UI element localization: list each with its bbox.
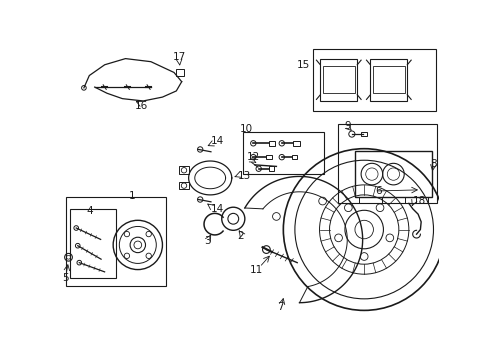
Text: 8: 8 <box>429 159 436 169</box>
Text: 14: 14 <box>210 136 224 146</box>
Text: 2: 2 <box>237 231 244 241</box>
Bar <box>268 166 274 171</box>
Text: 11: 11 <box>249 265 263 275</box>
Bar <box>176 69 183 76</box>
Text: 5: 5 <box>62 273 69 283</box>
Text: 18: 18 <box>412 196 425 206</box>
Text: 15: 15 <box>296 60 310 70</box>
Bar <box>369 59 407 101</box>
Bar <box>337 124 436 203</box>
Bar <box>268 141 274 145</box>
Bar <box>66 197 166 286</box>
Bar <box>70 209 116 278</box>
Bar <box>179 182 188 189</box>
Bar <box>266 155 271 159</box>
Bar <box>354 151 431 197</box>
Text: 17: 17 <box>172 52 185 62</box>
Bar <box>322 66 354 93</box>
Text: 1: 1 <box>128 191 135 201</box>
Text: 7: 7 <box>276 302 283 311</box>
Text: 16: 16 <box>135 101 148 111</box>
Bar <box>358 197 381 203</box>
Bar <box>320 59 357 101</box>
Bar <box>312 49 435 111</box>
Text: 6: 6 <box>374 186 381 196</box>
Text: 13: 13 <box>238 171 251 181</box>
Bar <box>291 155 297 159</box>
Bar <box>404 197 427 203</box>
Text: 10: 10 <box>239 125 252 134</box>
Text: 14: 14 <box>210 204 224 214</box>
Text: 3: 3 <box>203 236 210 246</box>
Text: 4: 4 <box>86 206 92 216</box>
Bar <box>372 66 404 93</box>
Text: 9: 9 <box>343 121 350 131</box>
Bar <box>179 166 188 174</box>
Bar <box>243 132 324 174</box>
Text: 12: 12 <box>246 152 260 162</box>
Bar <box>360 132 366 136</box>
Bar <box>293 141 299 145</box>
